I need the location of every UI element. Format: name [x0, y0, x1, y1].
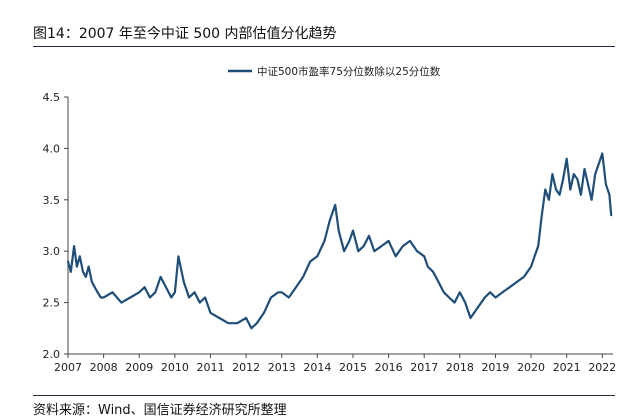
x-tick-label: 2021: [553, 361, 581, 374]
bottom-rule: [33, 395, 615, 396]
y-tick-label: 4.5: [43, 91, 61, 104]
y-tick-label: 3.5: [43, 194, 61, 207]
x-tick-label: 2015: [339, 361, 367, 374]
x-tick-label: 2014: [303, 361, 331, 374]
x-tick-label: 2010: [161, 361, 189, 374]
x-tick-label: 2017: [410, 361, 438, 374]
series-line: [66, 152, 613, 330]
x-tick-label: 2009: [125, 361, 153, 374]
axes: 2.0 2.5 3.0 3.5 4.0 4.5 2007 2008 2009 2010 2011 20…: [43, 91, 617, 374]
x-tick-label: 2007: [54, 361, 82, 374]
plot-area: [66, 152, 613, 330]
x-tick-label: 2022: [588, 361, 616, 374]
x-tick-label: 2019: [481, 361, 509, 374]
x-tick-label: 2016: [375, 361, 403, 374]
y-tick-label: 2.0: [43, 348, 61, 361]
source-note: 资料来源：Wind、国信证券经济研究所整理: [33, 403, 287, 418]
legend-label: 中证500市盈率75分位数除以25分位数: [257, 65, 441, 78]
x-tick-label: 2011: [196, 361, 224, 374]
top-rule: [33, 46, 615, 47]
y-tick-label: 2.5: [43, 297, 61, 310]
figure-title: 图14：2007 年至今中证 500 内部估值分化趋势: [33, 26, 337, 42]
x-tick-label: 2020: [517, 361, 545, 374]
legend: 中证500市盈率75分位数除以25分位数: [228, 65, 441, 78]
x-tick-label: 2008: [90, 361, 118, 374]
y-tick-label: 3.0: [43, 245, 61, 258]
y-tick-label: 4.0: [43, 142, 61, 155]
x-tick-label: 2013: [268, 361, 296, 374]
x-tick-label: 2018: [446, 361, 474, 374]
x-tick-label: 2012: [232, 361, 260, 374]
